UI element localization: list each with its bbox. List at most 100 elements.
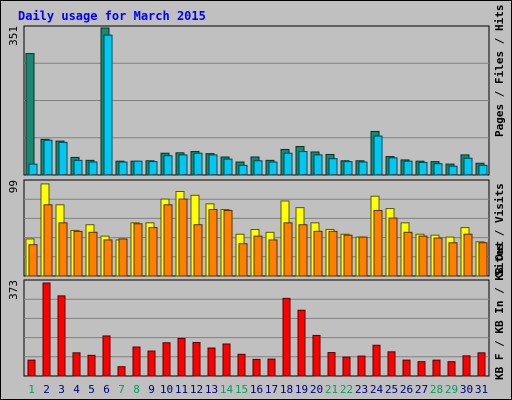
bar-kb-f [462,355,471,377]
bar-sites [328,230,338,277]
bar-files [58,141,68,176]
x-tick-label: 11 [175,383,188,396]
bar-files [448,165,458,176]
bar-sites [148,227,158,277]
bar-sites [463,233,473,277]
bar-sites [418,235,428,277]
bar-files [403,160,413,176]
legend-sep: / [493,334,506,354]
bar-files [343,161,353,176]
x-tick-label: 21 [325,383,338,396]
bar-sites [238,243,248,277]
x-tick-label: 18 [280,383,293,396]
bar-kb-f [27,359,36,377]
x-tick-label: 9 [148,383,155,396]
bar-sites [283,222,293,277]
x-tick-label: 12 [190,383,203,396]
legend-visits: Visits [493,183,506,223]
bar-kb-f [192,341,201,377]
ymax-label-kbytes: 373 [7,280,20,300]
bar-kb-f [177,337,186,377]
legend-sep: / [493,31,506,51]
legend-sep: / [493,281,506,301]
bar-files [193,152,203,176]
bar-sites [403,231,413,277]
bar-files [388,157,398,176]
bar-files [223,158,233,176]
x-tick-label: 31 [475,383,488,396]
bars [25,27,488,377]
bar-files [43,139,53,176]
bar-files [358,161,368,176]
legend-kbytes: KB F / KB In / KB Out [493,241,506,380]
x-tick-label: 1 [28,383,35,396]
legend-hits: Hits [493,5,506,32]
bar-files [88,161,98,176]
bar-files [253,160,263,176]
bar-files [118,161,128,176]
bar-files [478,164,488,176]
bar-sites [178,198,188,277]
bar-sites [103,239,113,277]
bar-kb-f [312,334,321,377]
bar-kb-f [222,343,231,377]
bar-kb-f [72,352,81,377]
panel-frames [23,25,490,377]
bar-kb-f [267,358,276,377]
bar-sites [208,209,218,277]
legend-kb-f: KB F [493,354,506,381]
bar-files [163,155,173,176]
bar-kb-f [237,353,246,377]
bar-kb-f [297,309,306,377]
x-tick-label: 4 [73,383,80,396]
bar-files [328,158,338,176]
bar-sites [343,234,353,277]
bar-sites [58,222,68,277]
x-tick-label: 25 [385,383,398,396]
x-tick-label: 3 [58,383,65,396]
x-tick-label: 10 [160,383,173,396]
bar-sites [253,235,263,277]
x-tick-label: 13 [205,383,218,396]
bar-sites [268,239,278,277]
x-tick-label: 22 [340,383,353,396]
bar-kb-f [117,366,126,377]
bar-sites [298,224,308,277]
bar-kb-f [102,335,111,377]
bar-kb-f [402,359,411,377]
ymax-label-hits: 351 [7,26,20,46]
legend-pages: Pages [493,104,506,137]
x-axis-labels: 1 2 3 4 5 6 7 8 9 10 11 12 13 14 15 16 17 18 19 20 21 22 23 24 2… [28,383,488,396]
x-tick-label: 5 [88,383,95,396]
bar-files [463,157,473,176]
bar-kb-f [87,354,96,377]
bar-kb-f [477,352,486,377]
legend-sep: / [493,223,506,243]
bar-kb-f [252,358,261,377]
bar-kb-f [282,297,291,377]
bar-files [268,161,278,176]
bar-files [28,163,38,176]
bar-kb-f [342,356,351,377]
legend-hits-files-pages: Pages / Files / Hits [493,5,506,138]
legend-sites: Sites [493,243,506,276]
x-tick-label: 15 [235,383,248,396]
bar-sites [433,237,443,277]
bar-kb-f [57,295,66,377]
legend-kb-in: KB In [493,301,506,334]
x-tick-label: 28 [430,383,443,396]
x-tick-label: 30 [460,383,473,396]
legend-files: Files [493,51,506,84]
bar-sites [388,217,398,277]
bar-kb-f [432,359,441,377]
bar-sites [118,238,128,277]
x-tick-label: 8 [133,383,140,396]
ymax-label-visits: 99 [7,180,20,193]
x-tick-label: 14 [220,383,234,396]
bar-kb-f [357,355,366,377]
bar-sites [313,230,323,277]
bar-kb-f [417,361,426,377]
bar-files [313,154,323,176]
bar-sites [448,242,458,277]
